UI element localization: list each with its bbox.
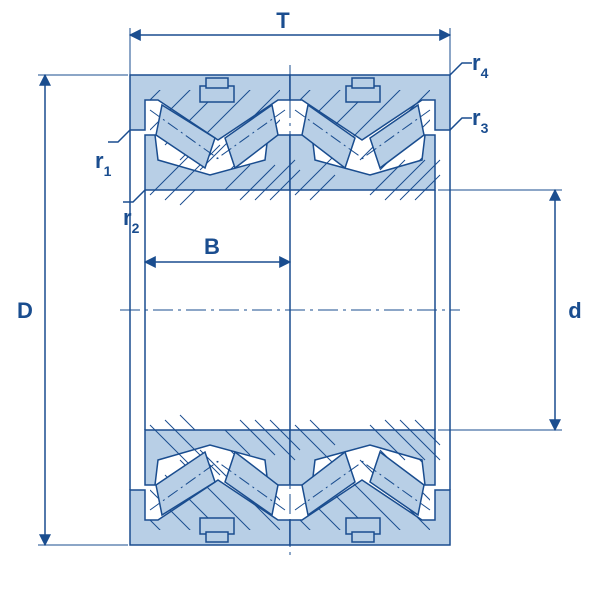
label-D: D (17, 298, 33, 323)
bearing-diagram: T D d (0, 0, 600, 600)
lower-half (120, 415, 490, 570)
svg-text:r1: r1 (95, 148, 112, 179)
upper-half (120, 50, 490, 205)
dim-B: B (145, 234, 290, 262)
label-r3: r3 (450, 105, 489, 136)
svg-text:r3: r3 (472, 105, 489, 136)
label-T: T (276, 8, 290, 33)
label-r4: r4 (450, 50, 489, 81)
label-d: d (568, 298, 581, 323)
label-r2: r2 (123, 190, 145, 236)
svg-text:r4: r4 (472, 50, 489, 81)
label-r1: r1 (95, 130, 130, 179)
label-B: B (204, 234, 220, 259)
dim-D: D (17, 75, 128, 545)
svg-text:r2: r2 (123, 205, 140, 236)
